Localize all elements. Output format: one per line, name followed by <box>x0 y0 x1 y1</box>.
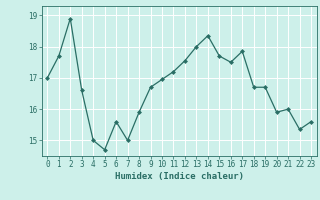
X-axis label: Humidex (Indice chaleur): Humidex (Indice chaleur) <box>115 172 244 181</box>
